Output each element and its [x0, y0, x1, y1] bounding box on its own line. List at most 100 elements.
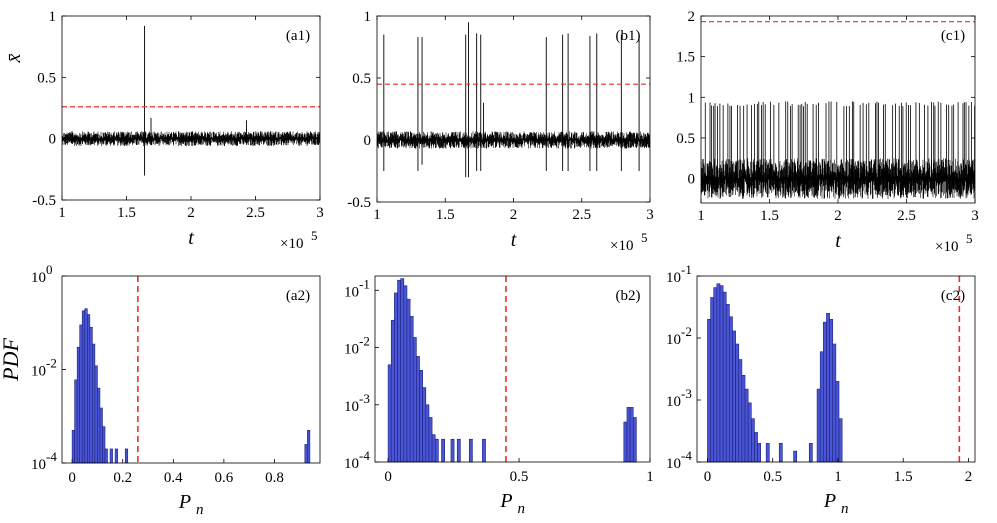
histogram-bar-18 — [778, 443, 783, 463]
y-tick-exponent: -4 — [46, 449, 57, 464]
y-tick-label: 0 — [688, 172, 696, 188]
y-tick-label: 10 — [344, 284, 359, 300]
histogram-bar-15 — [434, 438, 439, 463]
x-multiplier-exponent: 5 — [641, 230, 648, 245]
histogram-bar-8 — [92, 343, 96, 464]
histogram-bar-6 — [406, 298, 411, 463]
x-axis-label: P — [823, 490, 836, 512]
y-axis-label: PDF — [0, 338, 23, 382]
histogram-bar-17 — [450, 438, 455, 463]
y-tick-label: 10 — [344, 399, 359, 415]
histogram-bar-14 — [750, 418, 755, 463]
x-tick-label: 2 — [187, 205, 195, 221]
histogram-bar-24 — [632, 417, 637, 463]
x-tick-label: 2 — [834, 208, 842, 224]
histogram-bar-25 — [829, 319, 834, 463]
histogram-bar-6 — [86, 314, 91, 464]
histogram-bar-0 — [71, 430, 75, 464]
panel-b2: 0 0.5 110-110-210-310-4P n(b2) — [344, 275, 654, 517]
x-tick-label: 1.5 — [117, 205, 136, 221]
x-tick-label: 1 — [373, 207, 381, 223]
histogram-bar-2 — [713, 287, 718, 463]
x-tick-label: 0.4 — [164, 470, 183, 486]
x-axis-label: P — [499, 490, 512, 512]
y-tick-label: 0 — [49, 132, 57, 148]
panel-label: (b2) — [616, 288, 641, 304]
histogram-bar-21 — [623, 421, 628, 463]
x-tick-label: 0 — [384, 469, 392, 485]
x-tick-label: 1 — [697, 208, 705, 224]
y-tick-label: -0.5 — [347, 195, 371, 211]
y-tick-label: 10 — [31, 457, 46, 473]
panel-label: (a2) — [286, 288, 310, 304]
histogram-bar-3 — [397, 279, 401, 463]
x-tick-label: 1.5 — [894, 469, 913, 485]
x-axis-label-subscript: n — [518, 501, 526, 517]
y-tick-label: 10 — [31, 364, 46, 380]
x-tick-label: 1.5 — [760, 208, 779, 224]
histogram-bar-9 — [94, 365, 98, 464]
histogram-bar-16 — [757, 443, 761, 463]
histogram-bar-4 — [719, 285, 724, 463]
y-tick-label: 10 — [344, 342, 359, 358]
histogram-bar-11 — [741, 375, 746, 463]
histogram-bar-8 — [732, 330, 736, 463]
histogram-bar-9 — [735, 343, 740, 463]
axes-box — [61, 15, 321, 201]
x-tick-label: 0.2 — [113, 470, 132, 486]
x-axis-label-subscript: n — [196, 502, 204, 518]
x-tick-label: 0 — [704, 469, 712, 485]
histogram-bar-27 — [835, 381, 840, 463]
histogram-bar-16 — [124, 448, 129, 464]
panel-c2: 0 0.5 1 1.5 210-110-210-310-4P n(c2) — [666, 262, 976, 517]
y-tick-label: 10 — [31, 270, 46, 286]
histogram-bar-12 — [744, 388, 749, 463]
histogram-bar-12 — [425, 404, 430, 463]
y-tick-exponent: -3 — [681, 386, 692, 401]
histogram-bar-17 — [304, 444, 308, 464]
y-tick-label: 10 — [666, 332, 681, 348]
histogram-bar-0 — [387, 364, 392, 463]
histogram-bar-20 — [808, 443, 813, 463]
y-tick-exponent: -1 — [359, 276, 370, 291]
panel-c1: 1 1.5 2 2.5 3 0 0.5 1 1.5 2 t ×10 5 (c1) — [676, 9, 979, 255]
y-tick-label: 1.5 — [676, 50, 695, 66]
x-tick-label: 0.8 — [265, 470, 284, 486]
histogram-bar-3 — [716, 283, 721, 463]
y-tick-label: 10 — [666, 456, 681, 472]
histogram-bar-10 — [738, 359, 743, 463]
x-multiplier-exponent: 5 — [311, 228, 318, 243]
histogram-bar-10 — [97, 387, 101, 464]
histogram-bar-1 — [390, 319, 395, 463]
y-tick-exponent: -2 — [681, 324, 692, 339]
histogram-bar-14 — [109, 448, 113, 464]
histogram-bar-11 — [99, 407, 103, 464]
x-tick-label: 3 — [971, 208, 979, 224]
y-tick-label: 0.5 — [37, 70, 56, 86]
y-tick-label: 2 — [688, 9, 696, 25]
y-tick-exponent: -2 — [359, 334, 370, 349]
histogram-bar-19 — [468, 438, 473, 463]
panel-label: (a1) — [286, 28, 310, 44]
histogram-bar-7 — [409, 316, 414, 463]
histogram-bar-13 — [104, 448, 108, 464]
y-tick-label: 0 — [364, 133, 372, 149]
panel-a1: 1 1.5 2 2.5 3 -0.5 0 0.5 1 t ×10 5 x̄ (a1) — [3, 9, 324, 252]
x-multiplier: ×10 — [935, 239, 958, 255]
histogram-bar-17 — [765, 443, 770, 463]
histogram-bar-15 — [114, 448, 118, 464]
y-tick-label: 10 — [666, 394, 681, 410]
histogram-bar-13 — [428, 417, 433, 463]
y-tick-exponent: -3 — [359, 391, 370, 406]
y-tick-exponent: -4 — [359, 448, 370, 463]
x-axis-label-subscript: n — [841, 501, 849, 517]
histogram-bar-5 — [403, 285, 408, 463]
histogram-bar-12 — [102, 426, 106, 464]
histogram-bar-2 — [394, 292, 398, 463]
histogram-bar-5 — [722, 291, 727, 463]
histogram-bar-23 — [823, 321, 827, 463]
axes-box — [374, 275, 651, 463]
x-tick-label: 3 — [316, 205, 324, 221]
